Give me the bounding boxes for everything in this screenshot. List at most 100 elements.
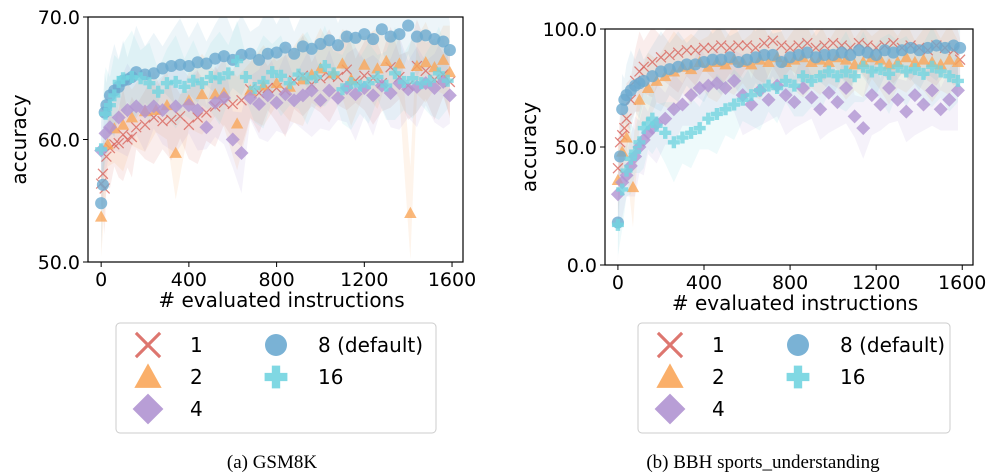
band-series-4	[617, 29, 958, 256]
point-s1-22	[336, 57, 349, 69]
point-s2-29	[821, 85, 836, 100]
point-s4-35	[874, 63, 887, 76]
point-s4-42	[934, 65, 947, 78]
point-s2-24	[304, 83, 319, 98]
point-s4-21	[753, 84, 766, 97]
point-s0-14	[689, 44, 701, 56]
point-s2-31	[839, 81, 854, 95]
point-s4-39	[415, 77, 428, 90]
point-s4-10	[160, 77, 173, 90]
point-s2-39	[907, 88, 922, 103]
y-tick-label-1: 60.0	[38, 130, 80, 152]
point-s4-22	[762, 79, 775, 92]
point-s4-31	[840, 65, 853, 78]
point-s4-17	[719, 103, 732, 116]
point-s1-0	[94, 210, 108, 222]
point-s0-16	[707, 42, 718, 54]
chart-bbh-sports-understanding: 0 400 800 1200 1600 0.0 50.0 100.0 # evaluated i…	[517, 19, 986, 473]
point-s4-12	[676, 131, 689, 144]
y-tick-label-1: 50.0	[555, 137, 597, 159]
point-s4-1	[99, 107, 112, 120]
legend-marker-0	[134, 331, 162, 359]
point-s0-37	[887, 37, 899, 49]
point-s4-37	[891, 60, 904, 73]
point-s2-27	[804, 90, 819, 105]
point-s4-42	[441, 74, 454, 87]
point-s2-3	[111, 110, 126, 125]
point-s1-1	[101, 138, 114, 150]
point-s2-25	[313, 93, 328, 108]
point-s2-17	[243, 90, 258, 105]
x-tick-label-0: 0	[95, 269, 107, 291]
point-s2-32	[847, 109, 862, 124]
point-s4-13	[187, 74, 200, 87]
point-s4-23	[771, 82, 784, 94]
point-s4-16	[710, 107, 723, 120]
point-s1-13	[230, 117, 244, 129]
point-s4-36	[883, 67, 896, 80]
point-s4-36	[389, 67, 402, 80]
point-s1-10	[195, 87, 209, 100]
point-s4-8	[143, 77, 156, 90]
point-s4-0	[611, 218, 624, 231]
band-series-1	[617, 29, 958, 228]
point-s4-19	[736, 93, 749, 106]
point-s1-30	[419, 56, 432, 68]
point-s4-1	[616, 183, 629, 196]
point-s4-5	[633, 136, 646, 149]
point-s4-29	[327, 67, 340, 80]
point-s1-3	[626, 180, 640, 193]
point-s2-13	[684, 88, 699, 103]
point-s2-19	[260, 88, 275, 103]
point-s4-5	[117, 72, 130, 85]
point-s4-18	[728, 98, 741, 111]
point-s4-23	[274, 69, 287, 82]
point-s0-16	[183, 119, 195, 131]
point-s1-40	[943, 53, 956, 65]
legend-label-4: 16	[318, 365, 343, 389]
point-s2-14	[216, 90, 231, 105]
y-axis-label: accuracy	[7, 94, 31, 184]
point-s1-4	[633, 93, 646, 105]
point-s4-17	[222, 67, 235, 80]
point-s0-10	[655, 51, 667, 63]
point-s4-41	[926, 60, 939, 73]
point-s3-29	[818, 48, 831, 62]
point-s4-38	[900, 65, 913, 78]
point-s4-27	[805, 74, 818, 87]
x-axis-label: # evaluated instructions	[672, 291, 918, 315]
point-s4-0	[95, 143, 108, 156]
point-s1-11	[208, 87, 222, 100]
point-s4-10	[659, 126, 672, 139]
point-s3-38	[375, 23, 388, 36]
point-s0-17	[715, 40, 727, 51]
point-s2-17	[718, 81, 733, 95]
point-s0-43	[420, 65, 432, 77]
point-s1-28	[404, 206, 417, 218]
point-s0-25	[784, 42, 796, 54]
point-s3-40	[393, 28, 406, 41]
point-s4-2	[103, 99, 116, 112]
point-s4-32	[353, 79, 366, 92]
point-s4-28	[318, 60, 331, 72]
point-s2-41	[925, 83, 940, 98]
point-s0-11	[139, 119, 151, 131]
point-s4-9	[152, 85, 165, 98]
point-s2-20	[269, 95, 284, 110]
point-s3-23	[766, 48, 779, 62]
point-s2-11	[190, 103, 205, 118]
y-axis-label: accuracy	[517, 102, 541, 192]
y-tick-label-0: 0.0	[567, 255, 597, 277]
legend-marker-3	[265, 334, 287, 356]
point-s3-27	[279, 41, 292, 54]
legend-marker-3	[787, 334, 809, 356]
point-s2-30	[830, 95, 845, 110]
point-s0-30	[827, 37, 839, 49]
point-s2-22	[761, 92, 776, 107]
point-s1-26	[380, 54, 393, 67]
point-s2-43	[942, 92, 957, 107]
point-s4-38	[406, 72, 419, 85]
point-s2-25	[787, 95, 802, 110]
point-s4-12	[178, 80, 191, 93]
x-tick-label-4: 1600	[428, 269, 476, 291]
